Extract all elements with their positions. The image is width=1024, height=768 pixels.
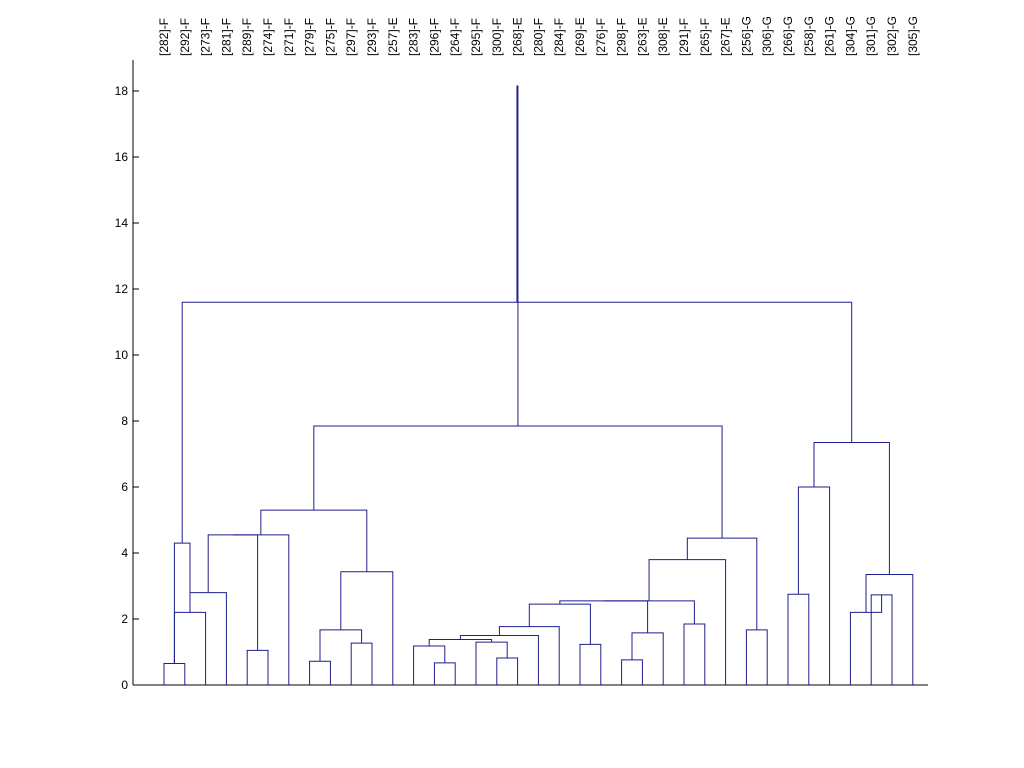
dendrogram-link xyxy=(189,592,227,685)
dendrogram-link xyxy=(309,660,331,685)
y-tick-label: 12 xyxy=(115,282,129,296)
dendrogram-link xyxy=(163,663,186,685)
leaf-label: [283]-F xyxy=(407,18,421,56)
leaf-label: [306]-G xyxy=(760,16,774,56)
dendrogram-link xyxy=(631,632,664,685)
leaf-label: [279]-F xyxy=(303,18,317,56)
leaf-label: [296]-F xyxy=(427,18,441,56)
dendrogram-link xyxy=(475,641,508,685)
leaf-label: [275]-F xyxy=(323,18,337,56)
leaf-label: [293]-F xyxy=(365,18,379,56)
leaf-label: [305]-G xyxy=(906,16,920,56)
leaf-label: [256]-G xyxy=(739,16,753,56)
leaf-label: [284]-F xyxy=(552,18,566,56)
y-tick-label: 16 xyxy=(115,150,129,164)
leaf-labels: [282]-F [292]-F [273]-F [281]-F [289]-F [274]… xyxy=(157,16,920,56)
dendrogram-link xyxy=(516,85,519,426)
leaf-label: [280]-F xyxy=(531,18,545,56)
dendrogram-link xyxy=(683,623,706,685)
dendrogram-link xyxy=(173,542,191,664)
y-tick-label: 4 xyxy=(121,546,128,560)
axes xyxy=(132,60,928,686)
y-tick-label: 14 xyxy=(115,216,129,230)
leaf-label: [264]-F xyxy=(448,18,462,56)
leaf-label: [292]-F xyxy=(178,18,192,56)
leaf-label: [298]-F xyxy=(615,18,629,56)
y-axis-ticks: 0 2 4 6 8 10 12 14 16 18 xyxy=(115,84,139,692)
dendrogram-link xyxy=(686,537,758,630)
leaf-label: [297]-F xyxy=(344,18,358,56)
leaf-label: [261]-G xyxy=(823,16,837,56)
dendrogram-link xyxy=(603,600,695,624)
leaf-label: [291]-F xyxy=(677,18,691,56)
leaf-label: [281]-F xyxy=(219,18,233,56)
dendrogram-link xyxy=(787,593,810,685)
leaf-label: [302]-G xyxy=(885,16,899,56)
dendrogram-link xyxy=(865,573,914,685)
y-tick-label: 0 xyxy=(121,678,128,692)
dendrogram-link xyxy=(496,657,519,685)
y-tick-label: 10 xyxy=(115,348,129,362)
leaf-label: [282]-F xyxy=(157,18,171,56)
leaf-label: [301]-G xyxy=(864,16,878,56)
dendrogram-link xyxy=(232,534,290,685)
dendrogram-link xyxy=(350,642,373,685)
dendrogram-link xyxy=(246,649,269,685)
leaf-label: [271]-F xyxy=(282,18,296,56)
dendrogram-link xyxy=(340,571,394,685)
dendrogram-link xyxy=(260,509,368,572)
dendrogram-link xyxy=(559,600,649,633)
leaf-label: [300]-F xyxy=(490,18,504,56)
dendrogram-link xyxy=(459,635,539,685)
dendrogram-links xyxy=(163,85,914,685)
leaf-label: [263]-E xyxy=(635,17,649,56)
dendrogram-link xyxy=(579,643,602,685)
dendrogram-link xyxy=(313,425,723,539)
dendrogram-link xyxy=(413,645,446,685)
dendrogram-link xyxy=(319,629,363,662)
dendrogram-link xyxy=(813,441,890,575)
y-tick-label: 2 xyxy=(121,612,128,626)
dendrogram-link xyxy=(621,659,643,685)
leaf-label: [276]-F xyxy=(594,18,608,56)
y-tick-label: 18 xyxy=(115,84,129,98)
leaf-label: [289]-F xyxy=(240,18,254,56)
leaf-label: [257]-E xyxy=(386,17,400,56)
y-tick-label: 6 xyxy=(121,480,128,494)
leaf-label: [265]-F xyxy=(698,18,712,56)
dendrogram-link xyxy=(745,629,768,685)
dendrogram-link xyxy=(433,662,456,685)
leaf-label: [295]-F xyxy=(469,18,483,56)
y-tick-label: 8 xyxy=(121,414,128,428)
leaf-label: [308]-E xyxy=(656,17,670,56)
dendrogram-link xyxy=(797,486,831,685)
leaf-label: [268]-E xyxy=(511,17,525,56)
dendrogram-link xyxy=(428,638,493,647)
leaf-label: [273]-F xyxy=(199,18,213,56)
leaf-label: [258]-G xyxy=(802,16,816,56)
dendrogram-link xyxy=(173,611,207,685)
leaf-label: [267]-E xyxy=(719,17,733,56)
leaf-label: [274]-F xyxy=(261,18,275,56)
leaf-label: [266]-G xyxy=(781,16,795,56)
leaf-label: [304]-G xyxy=(843,16,857,56)
leaf-label: [269]-E xyxy=(573,17,587,56)
dendrogram-link xyxy=(181,301,853,544)
dendrogram-link xyxy=(648,559,727,685)
